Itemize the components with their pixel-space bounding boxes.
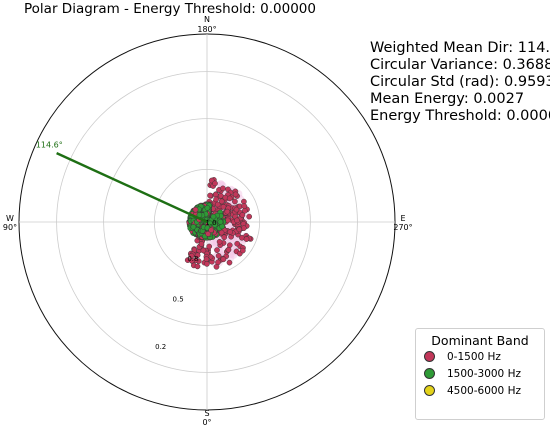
compass-n-degree: 180° [197, 25, 216, 34]
legend-item-1500-3000: 1500-3000 Hz [424, 365, 544, 382]
radial-tick-label: 0.8 [187, 255, 198, 263]
point-0-1500hz [226, 195, 233, 202]
legend-item-0-1500: 0-1500 Hz [424, 348, 544, 365]
legend-label: 0-1500 Hz [447, 350, 501, 363]
point-1500-3000hz [192, 206, 199, 213]
point-0-1500hz [189, 257, 195, 264]
legend-label: 4500-6000 Hz [447, 384, 521, 397]
point-1500-3000hz [190, 223, 197, 230]
radial-tick-label: 0.5 [173, 296, 184, 304]
point-0-1500hz [226, 259, 233, 266]
compass-w-label: W [6, 214, 14, 223]
point-0-1500hz [239, 212, 246, 218]
point-0-1500hz [246, 213, 253, 220]
point-0-1500hz [206, 243, 213, 250]
legend-swatch-icon [424, 368, 435, 379]
stat-energy-threshold: Energy Threshold: 0.0000 [370, 108, 550, 124]
point-0-1500hz [221, 234, 228, 241]
point-1500-3000hz [210, 213, 217, 220]
point-0-1500hz [214, 201, 221, 208]
point-0-1500hz [194, 263, 201, 270]
stat-circular-variance: Circular Variance: 0.3688 [370, 57, 550, 73]
point-1500-3000hz [204, 205, 211, 211]
legend: Dominant Band 0-1500 Hz 1500-3000 Hz 450… [415, 328, 545, 420]
legend-label: 1500-3000 Hz [447, 367, 521, 380]
point-0-1500hz [216, 238, 223, 245]
legend-title: Dominant Band [431, 333, 529, 348]
compass-w-degree: 90° [3, 223, 17, 232]
point-1500-3000hz [217, 219, 224, 225]
point-0-1500hz [220, 185, 226, 192]
point-1500-3000hz [205, 231, 211, 237]
compass-e-degree: 270° [393, 223, 412, 232]
statistics-panel: Weighted Mean Dir: 114.6° Circular Varia… [370, 40, 550, 125]
point-0-1500hz [232, 198, 238, 205]
stat-mean-energy: Mean Energy: 0.0027 [370, 91, 525, 107]
point-0-1500hz [225, 246, 232, 253]
point-0-1500hz [207, 192, 213, 199]
point-0-1500hz [234, 217, 240, 224]
legend-item-4500-6000: 4500-6000 Hz [424, 382, 544, 399]
point-0-1500hz [212, 191, 219, 198]
point-0-1500hz [239, 247, 246, 254]
compass-s-degree: 0° [202, 418, 211, 427]
legend-swatch-icon [424, 385, 435, 396]
point-0-1500hz [232, 191, 239, 198]
point-0-1500hz [194, 252, 201, 259]
point-0-1500hz [215, 252, 222, 259]
point-1500-3000hz [207, 220, 213, 227]
mean-direction-line [56, 152, 208, 224]
point-0-1500hz [234, 240, 241, 247]
stat-circular-std: Circular Std (rad): 0.9593 [370, 74, 550, 90]
point-0-1500hz [212, 180, 218, 187]
legend-swatch-icon [424, 351, 435, 362]
radial-tick-label: 1.0 [205, 219, 216, 227]
mean-direction-label: 114.6° [36, 141, 63, 150]
point-0-1500hz [220, 203, 227, 210]
point-1500-3000hz [208, 227, 215, 233]
chart-title: Polar Diagram - Energy Threshold: 0.0000… [24, 1, 316, 17]
point-0-1500hz [218, 229, 225, 236]
radial-tick-label: 0.2 [155, 343, 166, 351]
point-0-1500hz [227, 229, 233, 235]
point-0-1500hz [241, 203, 248, 210]
point-0-1500hz [218, 198, 225, 205]
compass-e-label: E [400, 214, 405, 223]
point-0-1500hz [214, 247, 220, 253]
point-0-1500hz [213, 196, 219, 203]
point-0-1500hz [203, 256, 210, 263]
compass-n-label: N [204, 15, 210, 24]
point-0-1500hz [204, 261, 210, 267]
point-0-1500hz [233, 206, 240, 213]
point-0-1500hz [220, 256, 227, 263]
point-0-1500hz [243, 236, 250, 242]
scatter-points [184, 177, 254, 270]
point-0-1500hz [200, 247, 207, 254]
point-0-1500hz [224, 208, 231, 215]
compass-s-label: S [204, 409, 209, 418]
point-0-1500hz [236, 226, 243, 233]
stat-weighted-mean: Weighted Mean Dir: 114.6° [370, 40, 550, 56]
point-0-1500hz [215, 259, 221, 266]
point-0-1500hz [198, 241, 205, 247]
